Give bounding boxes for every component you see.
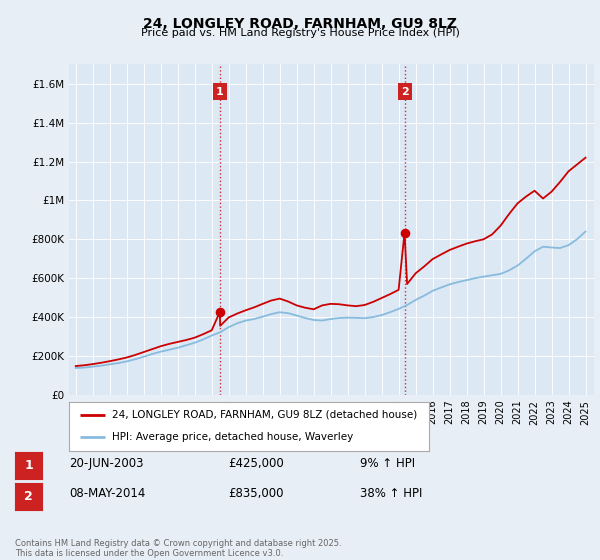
Text: 1: 1 [24, 459, 33, 472]
Text: 24, LONGLEY ROAD, FARNHAM, GU9 8LZ: 24, LONGLEY ROAD, FARNHAM, GU9 8LZ [143, 17, 457, 31]
Text: 24, LONGLEY ROAD, FARNHAM, GU9 8LZ (detached house): 24, LONGLEY ROAD, FARNHAM, GU9 8LZ (deta… [112, 410, 418, 420]
Text: Contains HM Land Registry data © Crown copyright and database right 2025.
This d: Contains HM Land Registry data © Crown c… [15, 539, 341, 558]
Text: Price paid vs. HM Land Registry's House Price Index (HPI): Price paid vs. HM Land Registry's House … [140, 28, 460, 38]
Point [215, 308, 224, 317]
Point [400, 228, 409, 237]
Text: 08-MAY-2014: 08-MAY-2014 [69, 487, 145, 501]
Text: HPI: Average price, detached house, Waverley: HPI: Average price, detached house, Wave… [112, 432, 353, 442]
Text: 1: 1 [216, 87, 224, 97]
Text: £835,000: £835,000 [228, 487, 284, 501]
Text: 2: 2 [24, 489, 33, 503]
Text: 2: 2 [401, 87, 409, 97]
Text: 38% ↑ HPI: 38% ↑ HPI [360, 487, 422, 501]
Text: £425,000: £425,000 [228, 456, 284, 470]
Text: 9% ↑ HPI: 9% ↑ HPI [360, 456, 415, 470]
Text: 20-JUN-2003: 20-JUN-2003 [69, 456, 143, 470]
